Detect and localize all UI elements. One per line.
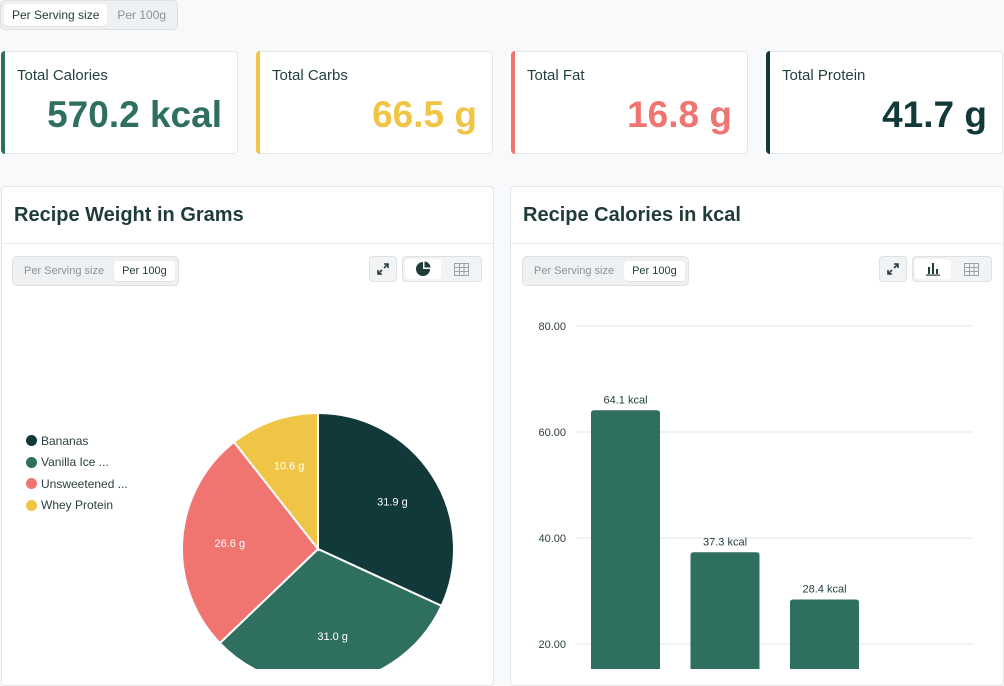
- pie-slice[interactable]: [317, 411, 455, 608]
- card-accent-bar: [511, 51, 515, 154]
- bar-view-button[interactable]: [915, 259, 951, 279]
- legend-label: Unsweetened ...: [41, 476, 128, 491]
- legend-item[interactable]: Bananas: [26, 430, 128, 452]
- pie-slice[interactable]: [232, 411, 319, 552]
- divider: [511, 243, 1003, 244]
- per-100g-option[interactable]: Per 100g: [117, 8, 167, 22]
- pie-slice[interactable]: [218, 547, 443, 669]
- legend-item[interactable]: Unsweetened ...: [26, 473, 128, 495]
- panel-title: Recipe Weight in Grams: [14, 204, 244, 226]
- card-value: 570.2 kcal: [47, 94, 222, 135]
- table-icon: [453, 262, 469, 276]
- bar[interactable]: [591, 410, 660, 669]
- card-label: Total Calories: [17, 67, 108, 84]
- bar-value-label: 28.4 kcal: [802, 583, 846, 595]
- weight-pie-chart: 31.9 g 31.0 g 26.6 g 10.6 g: [181, 411, 455, 669]
- total-carbs-card: Total Carbs 66.5 g: [256, 51, 493, 154]
- chart-view-switch: [912, 256, 992, 282]
- legend-swatch: [26, 435, 37, 447]
- pie-slice-label: 10.6 g: [274, 460, 305, 472]
- card-accent-bar: [256, 51, 260, 154]
- table-view-button[interactable]: [953, 259, 989, 279]
- pie-chart-icon: [416, 261, 431, 276]
- card-value: 41.7 g: [882, 94, 987, 135]
- expand-button[interactable]: [879, 256, 907, 282]
- bar-value-label: 37.3 kcal: [703, 536, 747, 548]
- table-icon: [963, 262, 979, 276]
- per-serving-option[interactable]: Per Serving size: [24, 265, 105, 277]
- y-tick-label: 80.00: [538, 321, 566, 333]
- table-view-button[interactable]: [443, 259, 479, 279]
- bar[interactable]: [690, 552, 760, 669]
- per-100g-option[interactable]: Per 100g: [114, 261, 175, 281]
- bar-chart-icon: [926, 263, 940, 276]
- legend-label: Whey Protein: [41, 498, 114, 513]
- panel-title: Recipe Calories in kcal: [523, 204, 741, 226]
- calories-serving-toggle: Per Serving size Per 100g: [522, 256, 689, 286]
- legend-item[interactable]: Whey Protein: [26, 495, 128, 517]
- pie-slice-label: 31.0 g: [317, 631, 348, 643]
- per-serving-option[interactable]: Per Serving size: [534, 265, 615, 277]
- expand-button[interactable]: [369, 256, 397, 282]
- bar[interactable]: [790, 599, 859, 669]
- card-accent-bar: [766, 51, 770, 154]
- legend-swatch: [26, 456, 37, 468]
- legend-label: Bananas: [41, 433, 89, 448]
- calories-bar-chart: 80.00 60.00 40.00 20.00 64.1 kcal 37.3 kcal 28…: [538, 321, 973, 669]
- legend-item[interactable]: Vanilla Ice ...: [26, 452, 128, 474]
- card-label: Total Fat: [527, 67, 585, 84]
- total-fat-card: Total Fat 16.8 g: [511, 51, 748, 154]
- legend-label: Vanilla Ice ...: [41, 455, 109, 470]
- bar-value-label: 64.1 kcal: [603, 394, 647, 406]
- pie-slice[interactable]: [181, 440, 320, 645]
- weight-serving-toggle: Per Serving size Per 100g: [12, 256, 179, 286]
- serving-toggle: Per Serving size Per 100g: [0, 0, 179, 30]
- legend-swatch: [26, 478, 37, 490]
- total-calories-card: Total Calories 570.2 kcal: [1, 51, 238, 154]
- total-protein-card: Total Protein 41.7 g: [766, 51, 1003, 154]
- divider: [2, 243, 493, 244]
- pie-legend: Bananas Vanilla Ice ... Unsweetened ... …: [26, 430, 128, 516]
- per-serving-option[interactable]: Per Serving size: [4, 4, 108, 26]
- per-100g-option[interactable]: Per 100g: [624, 261, 685, 281]
- y-tick-label: 20.00: [538, 639, 566, 651]
- card-label: Total Protein: [782, 67, 866, 84]
- legend-swatch: [26, 499, 37, 511]
- pie-slice-label: 31.9 g: [377, 496, 408, 508]
- chart-view-switch: [402, 256, 482, 282]
- card-label: Total Carbs: [272, 67, 348, 84]
- y-tick-label: 60.00: [538, 427, 566, 439]
- expand-icon: [377, 263, 389, 275]
- card-value: 16.8 g: [627, 94, 732, 135]
- card-accent-bar: [1, 51, 5, 154]
- card-value: 66.5 g: [372, 94, 477, 135]
- pie-slice-label: 26.6 g: [215, 538, 246, 550]
- expand-icon: [887, 263, 899, 275]
- y-tick-label: 40.00: [538, 533, 566, 545]
- pie-view-button[interactable]: [405, 259, 441, 279]
